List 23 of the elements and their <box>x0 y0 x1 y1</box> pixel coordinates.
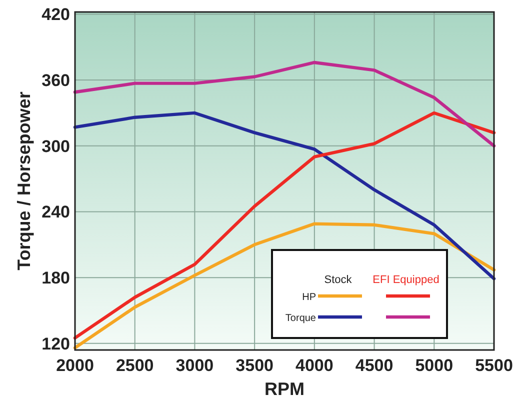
y-tick-label: 420 <box>42 5 70 24</box>
x-tick-label: 4000 <box>296 356 334 375</box>
x-tick-label: 2500 <box>116 356 154 375</box>
x-tick-label: 5500 <box>475 356 513 375</box>
x-tick-label: 4500 <box>355 356 394 375</box>
y-tick-label: 300 <box>42 136 70 156</box>
annotation: EFI Equipped <box>372 274 440 286</box>
annotation: Stock <box>324 274 352 286</box>
legend-label: HP <box>302 292 316 303</box>
y-tick-label: 180 <box>42 268 70 288</box>
y-tick-label: 360 <box>42 71 70 90</box>
x-tick-label: 2000 <box>56 356 94 375</box>
line-series <box>73 60 496 148</box>
x-axis-title: RPM <box>264 379 304 399</box>
line-series <box>73 111 496 340</box>
x-tick-label: 3000 <box>176 356 214 375</box>
line-series <box>73 222 496 350</box>
y-tick-label: 120 <box>42 334 70 354</box>
y-tick-label: 240 <box>42 202 70 222</box>
x-tick-label: 5000 <box>415 356 454 375</box>
y-axis-title: Torque / Horsepower <box>14 92 34 270</box>
x-tick-label: 3500 <box>236 356 274 375</box>
legend-label: Torque <box>285 313 316 324</box>
